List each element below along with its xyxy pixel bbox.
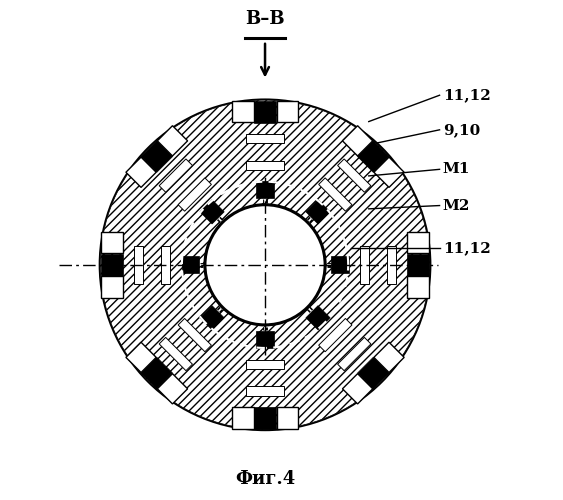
Text: Фиг.4: Фиг.4 <box>235 470 295 488</box>
Polygon shape <box>246 161 284 170</box>
Polygon shape <box>358 140 389 172</box>
Polygon shape <box>257 182 274 198</box>
Polygon shape <box>126 342 156 372</box>
Polygon shape <box>161 246 170 284</box>
Polygon shape <box>141 358 173 389</box>
Polygon shape <box>254 406 276 429</box>
Polygon shape <box>200 200 224 224</box>
Polygon shape <box>358 358 389 389</box>
Polygon shape <box>408 276 429 297</box>
Polygon shape <box>134 246 144 284</box>
Polygon shape <box>200 306 224 330</box>
Polygon shape <box>157 126 187 156</box>
Polygon shape <box>338 338 371 370</box>
Polygon shape <box>181 256 199 274</box>
Polygon shape <box>254 100 276 123</box>
Circle shape <box>205 204 325 325</box>
Text: M1: M1 <box>443 162 470 176</box>
Polygon shape <box>246 386 284 396</box>
Polygon shape <box>101 276 123 297</box>
Text: В–В: В–В <box>245 10 285 28</box>
Polygon shape <box>332 256 348 274</box>
Polygon shape <box>360 246 369 284</box>
Polygon shape <box>306 306 330 330</box>
Text: 11,12: 11,12 <box>443 242 490 256</box>
Polygon shape <box>319 318 352 352</box>
Polygon shape <box>407 254 430 276</box>
Polygon shape <box>408 232 429 254</box>
Polygon shape <box>101 232 123 254</box>
Polygon shape <box>257 331 274 348</box>
Polygon shape <box>101 254 123 276</box>
Polygon shape <box>276 101 298 122</box>
Text: 9,10: 9,10 <box>443 123 480 137</box>
Polygon shape <box>246 360 284 369</box>
Polygon shape <box>319 178 352 211</box>
Circle shape <box>100 100 430 430</box>
Circle shape <box>100 100 430 430</box>
Polygon shape <box>159 338 193 370</box>
Polygon shape <box>342 126 373 156</box>
Polygon shape <box>342 374 373 404</box>
Polygon shape <box>232 407 253 428</box>
Polygon shape <box>374 157 404 188</box>
Polygon shape <box>126 157 156 188</box>
Polygon shape <box>178 178 212 211</box>
Polygon shape <box>157 374 187 404</box>
Polygon shape <box>276 407 298 428</box>
Polygon shape <box>374 342 404 372</box>
Polygon shape <box>159 159 193 192</box>
Polygon shape <box>306 200 330 224</box>
Polygon shape <box>387 246 396 284</box>
Text: 11,12: 11,12 <box>443 88 490 102</box>
Text: M2: M2 <box>443 198 470 212</box>
Polygon shape <box>178 318 212 352</box>
Polygon shape <box>246 134 284 143</box>
Polygon shape <box>141 140 173 172</box>
Polygon shape <box>338 159 371 192</box>
Polygon shape <box>232 101 253 122</box>
